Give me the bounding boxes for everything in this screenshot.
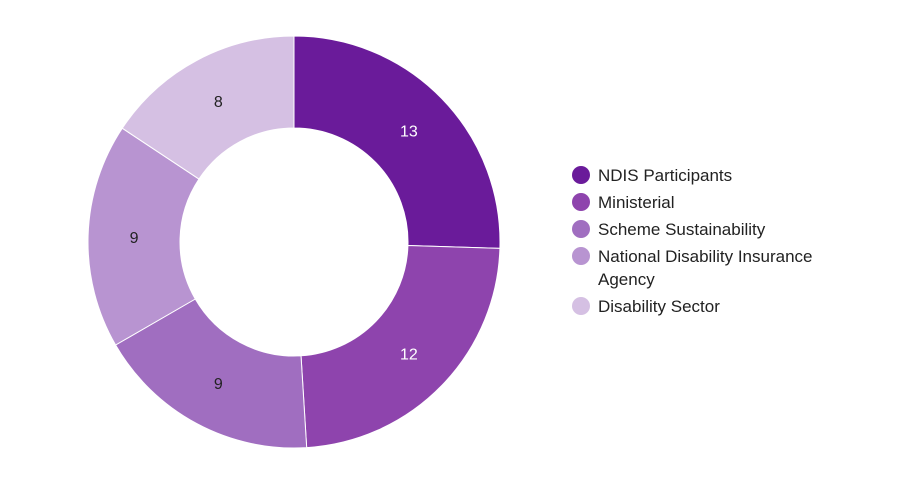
slice-value-label-2: 9 xyxy=(214,376,223,393)
legend-swatch xyxy=(572,247,590,265)
legend-swatch xyxy=(572,220,590,238)
legend-label: Scheme Sustainability xyxy=(598,220,766,239)
legend-item-ministerial[interactable]: Ministerial xyxy=(572,191,842,214)
legend-swatch xyxy=(572,297,590,315)
legend-label: National Disability Insurance Agency xyxy=(598,247,813,289)
slice-value-label-1: 12 xyxy=(400,346,418,363)
legend-label: NDIS Participants xyxy=(598,166,733,185)
donut-slice-4[interactable] xyxy=(121,35,295,180)
legend-label: Disability Sector xyxy=(598,297,720,316)
legend-item-scheme-sustainability[interactable]: Scheme Sustainability xyxy=(572,218,842,241)
slice-labels: 13 12 9 9 8 xyxy=(130,94,418,393)
legend-item-ndis-participants[interactable]: NDIS Participants xyxy=(572,164,842,187)
legend-label: Ministerial xyxy=(598,193,675,212)
donut-slices xyxy=(87,35,501,449)
legend-swatch xyxy=(572,166,590,184)
donut-slice-0[interactable] xyxy=(293,35,501,249)
donut-slice-3[interactable] xyxy=(87,127,200,346)
legend-item-disability-sector[interactable]: Disability Sector xyxy=(572,295,842,318)
legend-swatch xyxy=(572,193,590,211)
donut-slice-1[interactable] xyxy=(300,244,501,449)
slice-value-label-3: 9 xyxy=(130,230,139,247)
donut-slice-2[interactable] xyxy=(114,298,308,449)
slice-value-label-4: 8 xyxy=(214,94,223,111)
slice-value-label-0: 13 xyxy=(400,124,418,141)
chart-legend: NDIS Participants Ministerial Scheme Sus… xyxy=(572,164,842,322)
legend-item-ndia[interactable]: National Disability Insurance Agency xyxy=(572,245,842,291)
